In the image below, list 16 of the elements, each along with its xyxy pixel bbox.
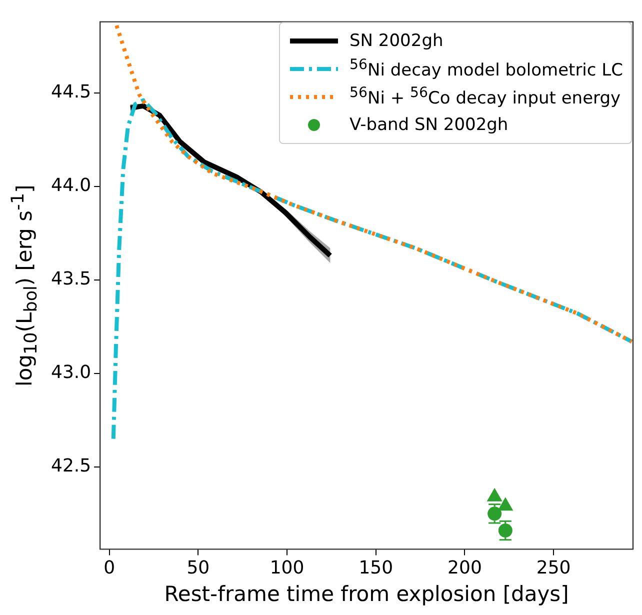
x-tick-label: 0 xyxy=(104,558,116,579)
legend-label: V-band SN 2002gh xyxy=(350,115,508,135)
y-tick-label: 44.5 xyxy=(51,82,92,103)
x-tick-label: 100 xyxy=(270,558,304,579)
x-tick-label: 150 xyxy=(358,558,394,579)
x-tick-label: 50 xyxy=(186,558,210,579)
y-tick-label: 43.0 xyxy=(51,362,92,384)
y-tick-label: 42.5 xyxy=(51,456,92,477)
x-axis-title: Rest-frame time from explosion [days] xyxy=(164,582,569,606)
legend-label: SN 2002gh xyxy=(350,31,444,51)
legend-label: $^{56}$Ni decay model bolometric LC xyxy=(350,57,623,81)
y-tick-label: 43.5 xyxy=(51,268,92,290)
legend-label: $^{56}$Ni + $^{56}$Co decay input energy xyxy=(350,85,621,109)
y-tick-label: 44.0 xyxy=(51,175,92,196)
x-tick-label: 250 xyxy=(536,558,571,579)
x-tick-label: 200 xyxy=(448,558,482,579)
